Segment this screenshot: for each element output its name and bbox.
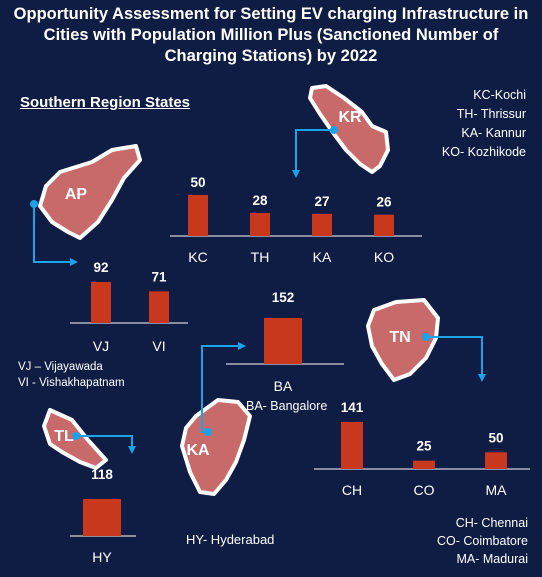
legend-entry: VJ – Vijayawada xyxy=(18,361,103,373)
tick-label: MA xyxy=(486,482,508,498)
tick-label: BA xyxy=(274,378,293,394)
legend-entry: KC-Kochi xyxy=(473,88,526,102)
connector-dot xyxy=(422,333,430,341)
title-line: Charging Stations) by 2022 xyxy=(164,47,378,65)
tick-label: TH xyxy=(251,249,270,265)
data-label: 118 xyxy=(91,467,113,482)
legend-entry: TH- Thrissur xyxy=(456,107,526,121)
legend-entry: BA- Bangalore xyxy=(246,399,328,413)
chart-title: Opportunity Assessment for Setting EV ch… xyxy=(0,4,542,67)
bar xyxy=(83,499,121,536)
legend-entry: HY- Hyderabad xyxy=(186,532,275,547)
title-line: Opportunity Assessment for Setting EV ch… xyxy=(13,5,529,23)
bar xyxy=(91,282,111,323)
karnataka-map-shape xyxy=(180,398,252,496)
data-label: 28 xyxy=(252,193,268,208)
state-code-label: TN xyxy=(389,329,410,346)
title-line: Cities with Population Million Plus (San… xyxy=(43,26,499,44)
tick-label: KA xyxy=(313,249,332,265)
kerala-city-legend: KC-Kochi TH- Thrissur KA- Kannur KO- Koz… xyxy=(442,86,526,162)
data-label: 26 xyxy=(376,195,392,210)
legend-entry: KO- Kozhikode xyxy=(441,145,526,159)
andhra-city-legend: VJ – Vijayawada VI - Vishakhapatnam xyxy=(18,359,125,391)
connector-dot xyxy=(30,200,38,208)
connector-dot xyxy=(330,126,338,134)
telangana-connector-arrow xyxy=(76,435,136,454)
bar xyxy=(485,452,507,469)
state-code-label: KR xyxy=(338,109,362,126)
data-label: 25 xyxy=(416,439,432,454)
tamilnadu-city-legend: CH- Chennai CO- Coimbatore MA- Madurai xyxy=(437,514,528,568)
tick-label: KO xyxy=(374,249,394,265)
tamilnadu-map-shape xyxy=(366,298,440,382)
data-label: 50 xyxy=(488,430,503,445)
bar xyxy=(149,291,169,323)
karnataka-city-legend: BA- Bangalore xyxy=(246,397,327,416)
bar xyxy=(341,422,363,469)
state-code-label: TL xyxy=(54,428,74,445)
region-label: Southern Region States xyxy=(20,94,191,111)
bar xyxy=(374,214,394,236)
tick-label: KC xyxy=(188,249,207,265)
tick-label: CO xyxy=(414,482,435,498)
data-label: 71 xyxy=(151,269,167,284)
legend-entry: CO- Coimbatore xyxy=(437,534,528,548)
andhra-map-shape xyxy=(38,144,142,240)
tick-label: CH xyxy=(342,482,362,498)
bar xyxy=(188,195,208,236)
legend-entry: VI - Vishakhapatnam xyxy=(18,377,125,389)
bar xyxy=(264,318,302,364)
state-code-label: KA xyxy=(186,442,210,459)
bar xyxy=(250,213,270,236)
telangana-city-legend: HY- Hyderabad xyxy=(186,530,274,549)
tick-label: VJ xyxy=(93,338,109,354)
data-label: 141 xyxy=(341,400,364,415)
kerala-connector-arrow xyxy=(292,129,334,178)
connector-dot xyxy=(72,432,80,440)
data-label: 152 xyxy=(272,290,295,305)
legend-entry: MA- Madurai xyxy=(456,552,528,566)
data-label: 50 xyxy=(190,175,205,190)
legend-entry: CH- Chennai xyxy=(455,516,528,530)
tick-label: VI xyxy=(152,338,165,354)
bar xyxy=(413,460,435,469)
data-label: 27 xyxy=(314,194,329,209)
andhra-connector-arrow xyxy=(33,204,78,266)
connector-dot xyxy=(204,428,212,436)
bar xyxy=(312,213,332,236)
state-code-label: AP xyxy=(65,186,88,203)
legend-entry: KA- Kannur xyxy=(461,126,526,140)
kerala-map-shape xyxy=(308,84,390,174)
tamilnadu-connector-arrow xyxy=(426,336,486,382)
data-label: 92 xyxy=(93,260,108,275)
tick-label: HY xyxy=(92,549,112,565)
